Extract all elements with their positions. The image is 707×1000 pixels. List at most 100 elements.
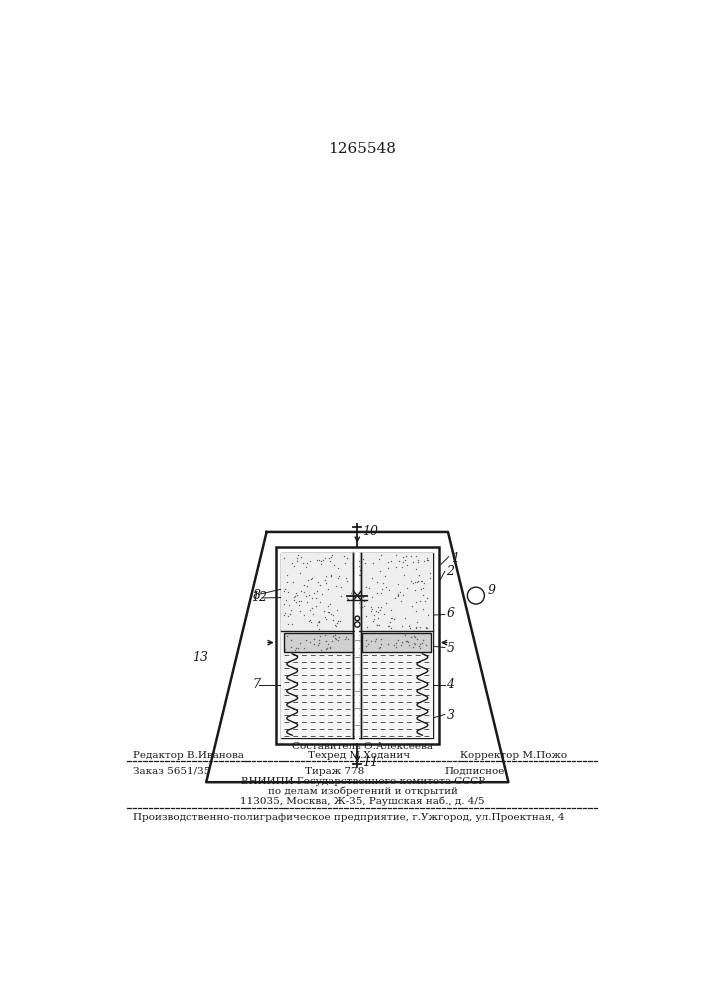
Point — [320, 572, 331, 588]
Point — [341, 573, 353, 589]
Text: Подписное: Подписное — [445, 767, 506, 776]
Point — [325, 553, 336, 569]
Point — [375, 631, 387, 647]
Point — [408, 554, 419, 570]
Point — [314, 628, 325, 644]
Point — [332, 615, 343, 631]
Point — [354, 553, 365, 569]
Point — [382, 636, 394, 652]
Point — [343, 591, 354, 607]
Point — [315, 553, 327, 569]
Point — [370, 633, 381, 649]
Point — [312, 637, 324, 653]
Point — [361, 638, 372, 654]
Point — [284, 606, 296, 622]
Point — [291, 585, 302, 601]
Point — [306, 590, 317, 606]
Point — [382, 560, 393, 576]
Point — [286, 616, 297, 632]
Point — [333, 629, 344, 645]
Point — [348, 554, 359, 570]
Point — [405, 629, 416, 645]
Point — [366, 603, 377, 619]
Point — [368, 611, 379, 627]
Point — [416, 573, 427, 589]
Point — [414, 636, 426, 652]
Point — [374, 563, 385, 579]
Point — [324, 550, 335, 566]
Point — [392, 576, 403, 592]
Point — [421, 552, 433, 568]
Point — [368, 613, 379, 629]
Point — [366, 601, 378, 617]
Point — [359, 555, 370, 571]
Point — [376, 636, 387, 652]
Point — [353, 558, 364, 574]
Point — [402, 634, 414, 650]
Point — [336, 588, 347, 604]
Point — [395, 637, 406, 653]
Point — [284, 597, 295, 613]
Point — [329, 617, 341, 633]
Point — [295, 583, 306, 599]
Point — [295, 565, 306, 581]
Point — [375, 599, 387, 615]
Text: 2: 2 — [446, 565, 455, 578]
Point — [416, 573, 428, 589]
Point — [319, 627, 330, 643]
Point — [321, 611, 332, 627]
Point — [397, 587, 409, 603]
Point — [397, 554, 409, 570]
Point — [305, 614, 316, 630]
Point — [411, 603, 422, 619]
Point — [280, 592, 291, 608]
Point — [327, 628, 339, 644]
Point — [330, 618, 341, 634]
Point — [392, 588, 403, 604]
Point — [421, 550, 433, 566]
Point — [390, 590, 401, 606]
Point — [292, 547, 303, 563]
Point — [372, 610, 383, 626]
Point — [355, 594, 366, 610]
Point — [411, 614, 422, 630]
Point — [382, 554, 394, 570]
Point — [329, 627, 340, 643]
Point — [301, 555, 312, 571]
Point — [319, 550, 330, 566]
Point — [419, 593, 431, 609]
Point — [294, 603, 305, 619]
Point — [404, 620, 416, 636]
Point — [325, 568, 337, 584]
Point — [299, 584, 310, 600]
Point — [406, 598, 417, 614]
Point — [321, 640, 332, 656]
Point — [421, 620, 433, 636]
Point — [332, 613, 344, 629]
Point — [280, 641, 291, 657]
Point — [368, 555, 379, 571]
Point — [410, 561, 421, 577]
Point — [395, 593, 407, 609]
Text: 7: 7 — [252, 678, 261, 691]
Point — [317, 552, 329, 568]
Text: Техред М.Ходанич: Техред М.Ходанич — [308, 751, 410, 760]
Point — [397, 618, 408, 634]
Point — [375, 639, 386, 655]
Point — [291, 553, 303, 569]
Point — [313, 552, 325, 568]
Point — [371, 617, 382, 633]
Point — [330, 631, 341, 647]
Point — [281, 628, 292, 644]
Point — [411, 620, 422, 636]
Point — [399, 552, 410, 568]
Bar — [276, 547, 438, 744]
Point — [392, 632, 403, 648]
Point — [351, 574, 363, 590]
Point — [315, 577, 326, 593]
Point — [399, 567, 410, 583]
Point — [340, 629, 351, 645]
Point — [300, 588, 312, 604]
Point — [388, 637, 399, 653]
Point — [287, 555, 298, 571]
